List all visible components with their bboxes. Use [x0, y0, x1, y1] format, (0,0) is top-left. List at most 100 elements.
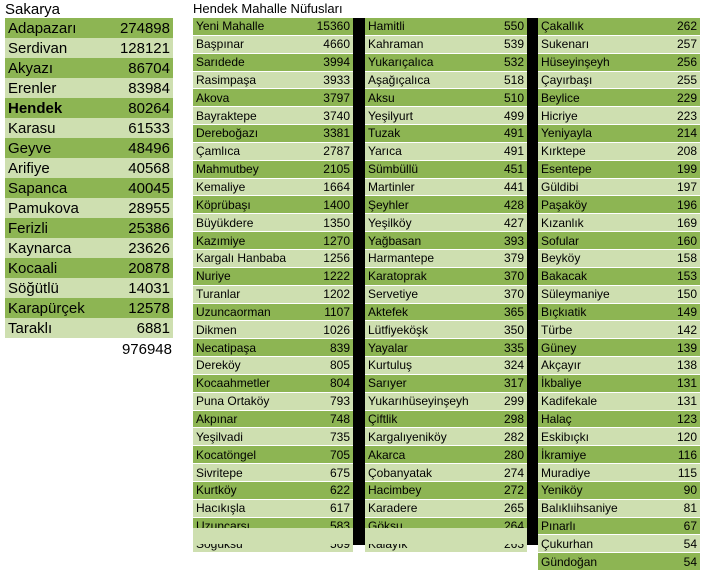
- place-name: Kızanlık: [538, 213, 667, 233]
- table-row: Tuzak 491: [365, 124, 527, 143]
- place-name: Necatipaşa: [193, 338, 306, 358]
- table-row: Akpınar 748: [193, 410, 353, 429]
- place-name: Yağbasan: [365, 231, 494, 250]
- place-name: Eskibıçkı: [538, 427, 667, 447]
- table-row: Geyve 48496: [5, 138, 173, 158]
- place-name: Karapürçek: [8, 299, 85, 317]
- table-row: Lütfiyeköşk 350: [365, 320, 527, 340]
- table-row: Bakacak 153: [538, 267, 700, 286]
- place-name: Aşağıçalıca: [365, 71, 494, 90]
- population-value: 335: [494, 338, 527, 358]
- place-name: Adapazarı: [8, 19, 77, 37]
- place-name: Ferizli: [8, 219, 48, 237]
- table-row: Hendek 80264: [5, 98, 173, 118]
- place-name: Yeşilyurt: [365, 106, 494, 126]
- population-value: 15360: [306, 18, 353, 36]
- population-value: 2787: [306, 142, 353, 161]
- table-row: Turanlar 1202: [193, 285, 353, 304]
- place-name: Bayraktepe: [193, 106, 306, 126]
- population-value: 1107: [306, 303, 353, 322]
- population-value: 123: [667, 410, 700, 429]
- place-name: Mahmutbey: [193, 160, 306, 179]
- place-name: Uzuncaorman: [193, 303, 306, 322]
- place-name: Karatoprak: [365, 267, 494, 286]
- place-name: Yeni Mahalle: [193, 18, 306, 36]
- population-value: 40568: [128, 159, 170, 177]
- table-row: Dereköy 805: [193, 356, 353, 375]
- place-name: Büyükdere: [193, 213, 306, 233]
- population-value: 1400: [306, 195, 353, 215]
- population-value: 539: [494, 35, 527, 54]
- table-row: Sarıdede 3994: [193, 53, 353, 72]
- population-value: 256: [667, 53, 700, 72]
- population-value: 274898: [119, 19, 170, 37]
- column-separator: [527, 18, 538, 545]
- table-row: Karapürçek 12578: [5, 298, 173, 318]
- population-value: 1256: [306, 249, 353, 268]
- population-value: 735: [306, 427, 353, 447]
- population-value: 20878: [128, 259, 170, 277]
- table-row: Serdivan 128121: [5, 38, 173, 58]
- table-row: Karatoprak 370: [365, 267, 527, 286]
- population-value: 1202: [306, 285, 353, 304]
- population-value: 257: [667, 35, 700, 54]
- table-row: Yarıca 491: [365, 142, 527, 161]
- place-name: Puna Ortaköy: [193, 392, 306, 411]
- place-name: İkbaliye: [538, 374, 667, 393]
- population-value: 4660: [306, 35, 353, 54]
- table-row: Türbe 142: [538, 320, 700, 340]
- place-name: Dereköy: [193, 356, 306, 375]
- population-value: 54: [667, 552, 700, 571]
- table-row: Adapazarı 274898: [5, 18, 173, 38]
- table-row: Çamlıca 2787: [193, 142, 353, 161]
- table-row: Akova 3797: [193, 88, 353, 108]
- population-value: 48496: [128, 139, 170, 157]
- population-value: 532: [494, 53, 527, 72]
- place-name: Sapanca: [8, 179, 68, 197]
- place-name: Çukurhan: [538, 534, 667, 554]
- population-value: 272: [494, 481, 527, 500]
- table-row: Muradiye 115: [538, 463, 700, 482]
- table-row: Yeniyayla 214: [538, 124, 700, 143]
- place-name: Söğütlü: [8, 279, 59, 297]
- table-row: Çayırbaşı 255: [538, 71, 700, 90]
- hendek-table-column-2: Hamitli 550 Kahraman 539 Yukarıçalıca 532 Aşağ…: [365, 18, 527, 554]
- table-row: Kocaahmetler 804: [193, 374, 353, 393]
- population-value: 80264: [128, 99, 170, 117]
- table-row: Bayraktepe 3740: [193, 106, 353, 126]
- place-name: Rasimpaşa: [193, 71, 306, 90]
- place-name: Geyve: [8, 139, 52, 157]
- place-name: Kargalıyeniköy: [365, 427, 494, 447]
- place-name: Çamlıca: [193, 142, 306, 161]
- population-value: 54: [667, 534, 700, 554]
- table-row: Akçayır 138: [538, 356, 700, 375]
- place-name: Sarıdede: [193, 53, 306, 72]
- population-value: 160: [667, 231, 700, 250]
- table-row: Sukenarı 257: [538, 35, 700, 54]
- table-row: Ferizli 25386: [5, 218, 173, 238]
- place-name: Türbe: [538, 320, 667, 340]
- table-row: Kızanlık 169: [538, 213, 700, 233]
- table-row: Karadere 265: [365, 499, 527, 518]
- population-value: 1026: [306, 320, 353, 340]
- table-row: Güldibi 197: [538, 178, 700, 197]
- table-row: Hamitli 550: [365, 18, 527, 36]
- population-value: 365: [494, 303, 527, 322]
- place-name: Halaç: [538, 410, 667, 429]
- table-row: Puna Ortaköy 793: [193, 392, 353, 411]
- population-value: 229: [667, 88, 700, 108]
- table-row: Kocatöngel 705: [193, 445, 353, 465]
- place-name: Esentepe: [538, 160, 667, 179]
- population-value: 427: [494, 213, 527, 233]
- table-row: Necatipaşa 839: [193, 338, 353, 358]
- population-value: 350: [494, 320, 527, 340]
- population-value: 14031: [128, 279, 170, 297]
- place-name: Güney: [538, 338, 667, 358]
- place-name: Kaynarca: [8, 239, 72, 257]
- population-value: 499: [494, 106, 527, 126]
- table-row: Akarca 280: [365, 445, 527, 465]
- table-row: Çakallık 262: [538, 18, 700, 36]
- place-name: Kocatöngel: [193, 445, 306, 465]
- place-name: Aksu: [365, 88, 494, 108]
- table-row: İkramiye 116: [538, 445, 700, 465]
